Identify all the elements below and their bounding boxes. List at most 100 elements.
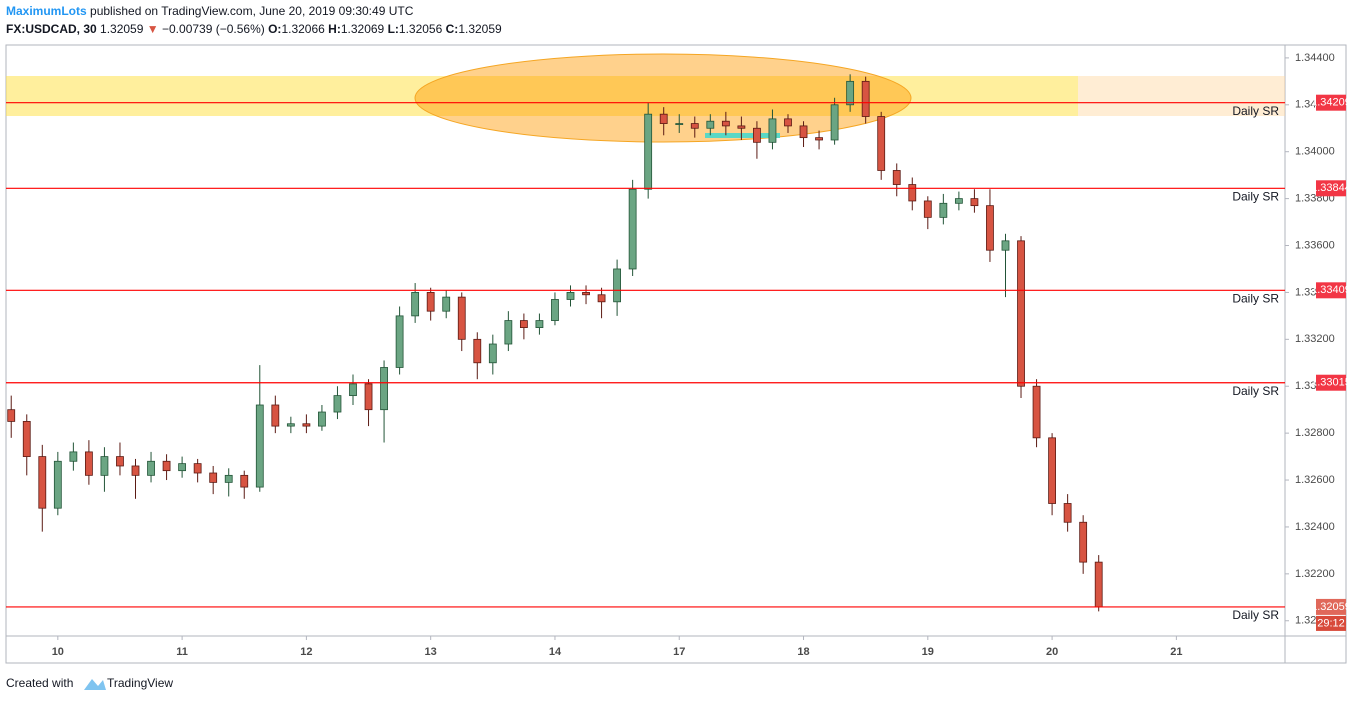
x-tick-label: 18 — [797, 646, 809, 658]
price-box-label: 1.33409 — [1311, 284, 1348, 296]
candle-body — [488, 343, 497, 364]
price-box-label: 1.32059 — [1311, 601, 1348, 613]
candle-body — [986, 205, 994, 251]
zone-band-extension — [1078, 76, 1285, 116]
candle-body — [53, 460, 62, 509]
author[interactable]: MaximumLots — [6, 4, 87, 18]
candle-body — [721, 120, 730, 127]
c-value: 1.32059 — [458, 22, 502, 36]
sr-label: Daily SR — [1232, 291, 1279, 305]
candle-body — [1063, 503, 1072, 523]
candle-body — [318, 411, 326, 427]
candles — [7, 74, 1103, 612]
candle-body — [551, 299, 559, 321]
candle-body — [939, 202, 948, 218]
candle-body — [193, 463, 202, 474]
candle-body — [690, 123, 699, 129]
o-value: 1.32066 — [281, 22, 325, 36]
candle-body — [908, 184, 917, 202]
candle-body — [597, 294, 606, 303]
candle-body — [519, 320, 528, 329]
l-value: 1.32056 — [399, 22, 443, 36]
zone-band — [6, 76, 1078, 116]
candle-body — [768, 118, 777, 143]
candle-body — [1079, 521, 1088, 563]
candle-body — [892, 170, 901, 185]
candle-body — [473, 338, 482, 364]
candle-body — [846, 80, 855, 106]
candle-body — [706, 120, 715, 129]
marker-line — [705, 133, 780, 138]
footer-brand[interactable]: TradingView — [107, 676, 173, 690]
x-tick-label: 20 — [1046, 646, 1058, 658]
x-tick-label: 14 — [549, 646, 562, 658]
published: published on TradingView.com, June 20, 2… — [90, 4, 414, 18]
candle-body — [411, 292, 420, 317]
candle-body — [970, 198, 979, 207]
candle-body — [100, 456, 109, 476]
price-box — [1316, 180, 1346, 197]
candle-body — [815, 137, 823, 141]
sr-label: Daily SR — [1232, 104, 1279, 118]
y-tick-label: 1.34400 — [1295, 52, 1335, 64]
x-tick-label: 19 — [922, 646, 934, 658]
price-box — [1316, 282, 1346, 299]
x-tick-label: 13 — [425, 646, 437, 658]
sr-label: Daily SR — [1232, 608, 1279, 622]
logo — [84, 679, 106, 690]
candle-body — [131, 465, 140, 476]
h-value: 1.32069 — [341, 22, 385, 36]
candle-body — [457, 296, 466, 340]
candle-body — [566, 292, 575, 300]
candle-body — [147, 460, 155, 476]
candle-body — [333, 395, 342, 413]
candle-body — [1094, 561, 1103, 608]
y-tick-label: 1.32800 — [1295, 427, 1335, 439]
x-tick-label: 21 — [1170, 646, 1182, 658]
candle-body — [178, 463, 187, 472]
candle-body — [1001, 240, 1010, 251]
y-tick-label: 1.33600 — [1295, 239, 1335, 251]
candle-body — [442, 296, 451, 312]
change: −0.00739 (−0.56%) — [162, 22, 265, 36]
price-box — [1316, 94, 1346, 111]
candle-body — [830, 104, 839, 141]
candle-body — [582, 292, 590, 296]
sr-label: Daily SR — [1232, 189, 1279, 203]
price-box — [1316, 374, 1346, 391]
l-label: L: — [388, 22, 399, 36]
y-tick-label: 1.32200 — [1295, 568, 1335, 580]
candle-body — [116, 456, 124, 467]
candle-body — [395, 315, 404, 368]
candle-body — [255, 404, 264, 488]
footer-created: Created with — [6, 676, 73, 690]
candle-body — [1048, 437, 1056, 504]
price-box-label: 1.33844 — [1311, 182, 1348, 194]
candle-body — [224, 474, 233, 483]
candle-body — [426, 292, 435, 312]
h-label: H: — [328, 22, 341, 36]
candle-body — [349, 383, 357, 397]
candle-body — [162, 460, 171, 472]
header-line: MaximumLots published on TradingView.com… — [6, 4, 414, 18]
x-tick-label: 17 — [673, 646, 685, 658]
candle-body — [504, 320, 513, 345]
y-tick-label: 1.32400 — [1295, 521, 1335, 533]
y-tick-label: 1.32600 — [1295, 474, 1335, 486]
frame — [5, 44, 1347, 664]
candle-body — [675, 123, 684, 125]
candle-body — [535, 320, 544, 329]
candle-body — [628, 188, 637, 270]
symbol-line: FX:USDCAD, 30 1.32059 ▼ −0.00739 (−0.56%… — [6, 22, 502, 36]
candle-body — [380, 367, 388, 411]
y-tick-label: 1.33200 — [1295, 333, 1335, 345]
candle-body — [240, 474, 249, 488]
candle-body — [954, 198, 963, 204]
x-tick-label: 11 — [176, 646, 188, 658]
candle-body — [799, 125, 808, 139]
price-box — [1316, 598, 1346, 615]
candle-body — [286, 423, 295, 427]
candle-body — [38, 456, 47, 509]
candle-body — [659, 113, 668, 124]
